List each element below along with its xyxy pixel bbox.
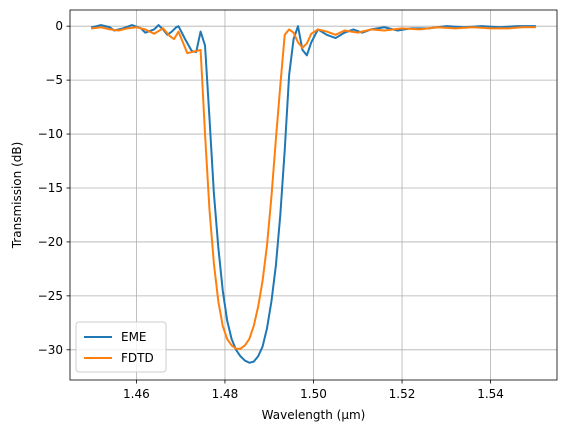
y-axis-label: Transmission (dB) — [10, 142, 24, 250]
y-axis-ticks: 0 −5 −10 −15 −20 −25 −30 — [38, 19, 70, 357]
y-tick-label: −5 — [45, 73, 63, 87]
series-layer — [90, 24, 536, 364]
x-tick-label: 1.46 — [123, 387, 150, 401]
gridlines — [70, 10, 557, 380]
x-tick-label: 1.52 — [389, 387, 416, 401]
x-tick-label: 1.50 — [300, 387, 327, 401]
series-line-fdtd — [91, 26, 536, 350]
y-tick-label: −20 — [38, 235, 63, 249]
y-tick-label: −15 — [38, 181, 63, 195]
legend-box — [75, 321, 167, 373]
x-axis-ticks: 1.46 1.48 1.50 1.52 1.54 — [123, 380, 504, 401]
x-tick-label: 1.48 — [212, 387, 239, 401]
y-tick-label: −10 — [38, 127, 63, 141]
legend-label-eme: EME — [121, 330, 147, 344]
y-tick-label: −30 — [38, 343, 63, 357]
legend-label-fdtd: FDTD — [121, 351, 154, 365]
x-axis-label: Wavelength (µm) — [262, 408, 366, 422]
y-tick-label: 0 — [55, 19, 63, 33]
legend: EME FDTD — [75, 321, 167, 373]
x-tick-label: 1.54 — [477, 387, 504, 401]
y-tick-label: −25 — [38, 289, 63, 303]
